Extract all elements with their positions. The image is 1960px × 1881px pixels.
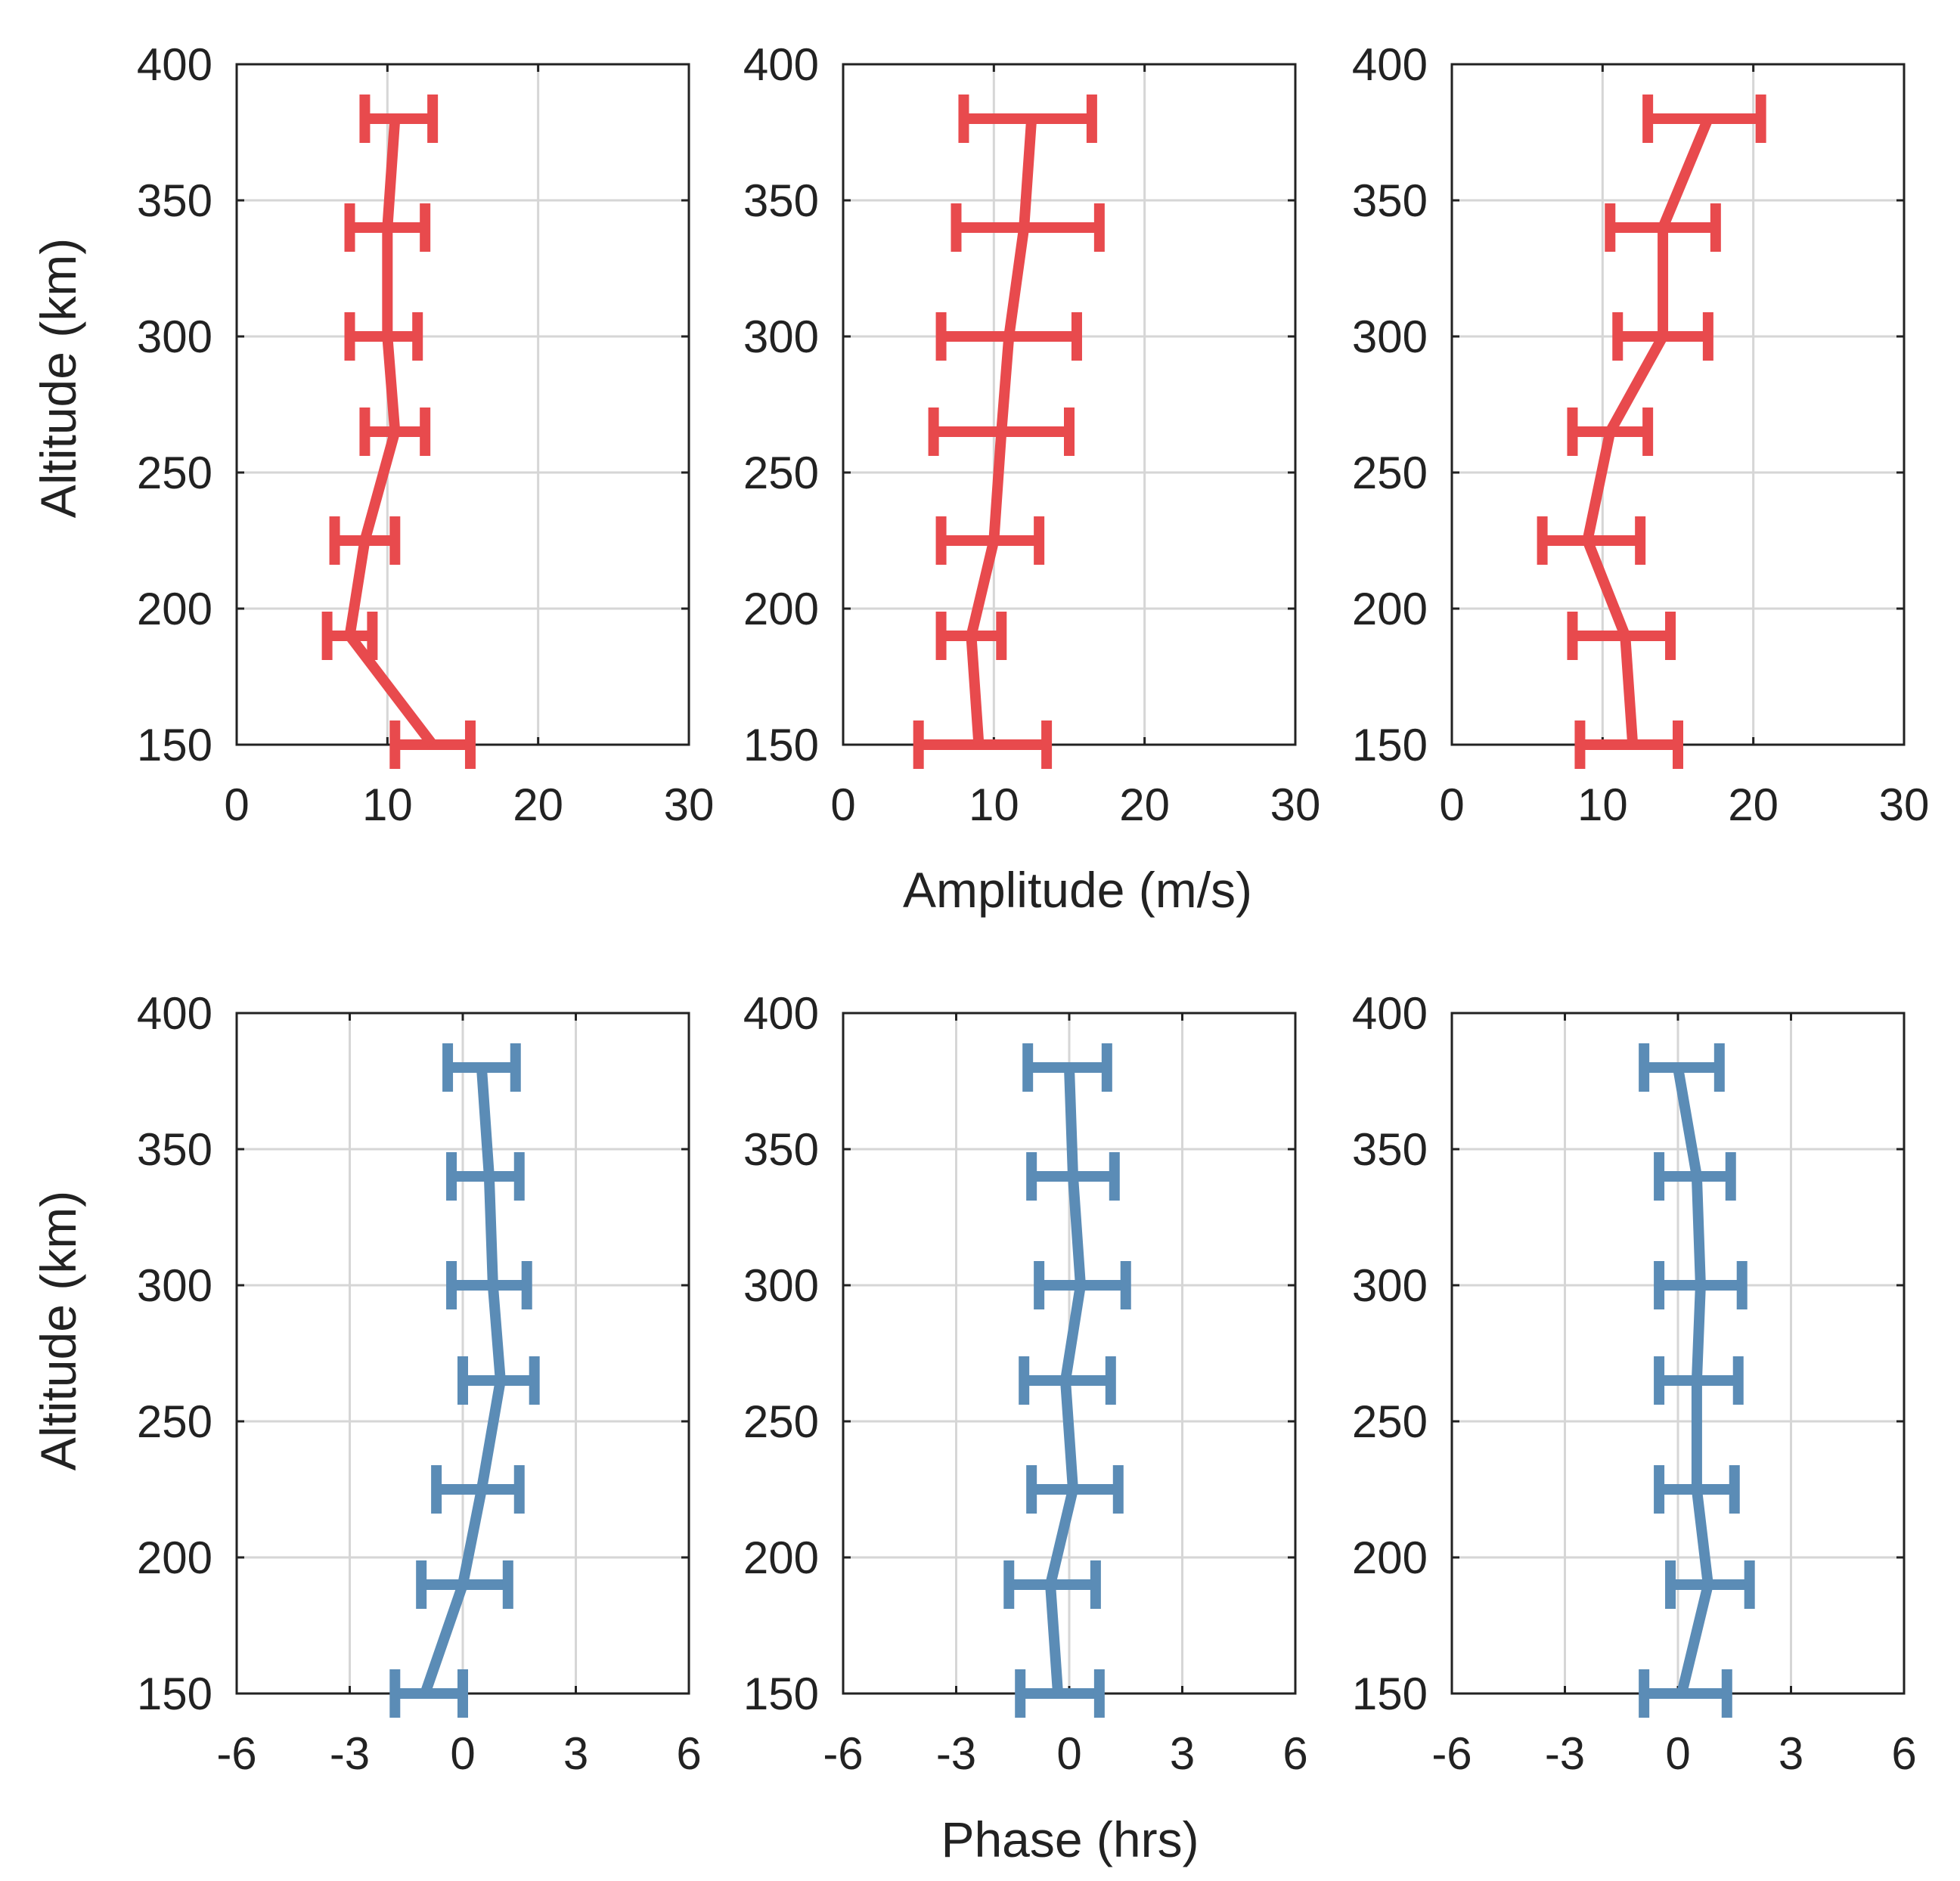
y-tick-label: 300 xyxy=(137,311,212,362)
error-bar xyxy=(442,1043,521,1092)
x-tick-label: 0 xyxy=(450,1728,475,1779)
x-tick-label: -3 xyxy=(936,1728,976,1779)
y-tick-label: 150 xyxy=(743,720,819,770)
y-tick-label: 300 xyxy=(137,1260,212,1311)
x-tick-label: -3 xyxy=(1545,1728,1585,1779)
y-tick-label: 200 xyxy=(1352,584,1428,634)
panel-amplitude-middle: 0 10 20 30 150 200 250 300 350 400 xyxy=(743,39,1320,830)
axes-frame xyxy=(842,63,1297,746)
x-tick-label: 10 xyxy=(969,779,1019,830)
x-tick-label: 0 xyxy=(1665,1728,1690,1779)
y-tick-label: 250 xyxy=(1352,448,1428,498)
profile-line xyxy=(1045,1067,1086,1694)
y-axis-title-top: Altitude (km) xyxy=(30,238,86,518)
y-axis-title-bottom: Altitude (km) xyxy=(30,1191,86,1470)
profile-line xyxy=(344,118,437,748)
y-tick-label: 300 xyxy=(743,311,819,362)
y-tick-label: 150 xyxy=(743,1669,819,1719)
error-bar xyxy=(913,720,1053,769)
panel-phase-right: -6 -3 0 3 6 150 200 250 300 350 400 xyxy=(1352,988,1917,1779)
y-tick-label: 200 xyxy=(1352,1532,1428,1583)
error-bar xyxy=(359,95,439,143)
y-tick-label: 150 xyxy=(137,720,212,770)
y-tick-label: 150 xyxy=(1352,720,1428,770)
x-tick-label: 3 xyxy=(563,1728,588,1779)
panel-amplitude-left: 0 10 20 30 150 200 250 300 350 400 xyxy=(137,39,714,830)
y-tick-label: 400 xyxy=(743,39,819,90)
x-axis-title-amplitude: Amplitude (m/s) xyxy=(903,862,1252,918)
x-tick-label: -6 xyxy=(823,1728,863,1779)
y-tick-label: 350 xyxy=(1352,175,1428,226)
y-tick-label: 250 xyxy=(137,1396,212,1447)
y-tick-label: 250 xyxy=(743,448,819,498)
y-tick-label: 400 xyxy=(137,39,212,90)
y-tick-label: 350 xyxy=(1352,1124,1428,1175)
profile-line xyxy=(1673,1066,1713,1695)
x-tick-label: 6 xyxy=(1282,1728,1307,1779)
profile-line xyxy=(420,1067,506,1696)
x-tick-label: 0 xyxy=(1056,1728,1081,1779)
y-tick-label: 150 xyxy=(1352,1669,1428,1719)
x-tick-label: 6 xyxy=(676,1728,701,1779)
x-tick-label: -3 xyxy=(330,1728,370,1779)
panel-phase-left: -6 -3 0 3 6 150 200 250 300 350 400 xyxy=(137,988,702,1779)
y-tick-label: 300 xyxy=(1352,311,1428,362)
panel-phase-middle: -6 -3 0 3 6 150 200 250 300 350 400 xyxy=(743,988,1308,1779)
x-tick-label: 30 xyxy=(1270,779,1321,830)
x-tick-label: 6 xyxy=(1891,1728,1916,1779)
x-tick-label: 3 xyxy=(1779,1728,1803,1779)
x-tick-label: -6 xyxy=(216,1728,256,1779)
y-tick-label: 400 xyxy=(1352,39,1428,90)
panel-amplitude-right: 0 10 20 30 150 200 250 300 350 400 xyxy=(1352,39,1929,830)
x-tick-label: 0 xyxy=(224,779,249,830)
y-tick-label: 300 xyxy=(1352,1260,1428,1311)
y-tick-label: 200 xyxy=(137,1532,212,1583)
y-tick-label: 400 xyxy=(137,988,212,1039)
y-tick-label: 250 xyxy=(743,1396,819,1447)
y-tick-label: 350 xyxy=(137,175,212,226)
y-tick-label: 350 xyxy=(137,1124,212,1175)
y-tick-label: 350 xyxy=(743,175,819,226)
x-tick-label: 20 xyxy=(1728,779,1779,830)
x-tick-label: 10 xyxy=(362,779,413,830)
x-tick-label: 3 xyxy=(1170,1728,1195,1779)
y-tick-label: 250 xyxy=(1352,1396,1428,1447)
y-tick-label: 150 xyxy=(137,1669,212,1719)
x-tick-label: 20 xyxy=(1119,779,1170,830)
x-tick-label: 20 xyxy=(513,779,563,830)
error-bar xyxy=(1022,1043,1112,1092)
y-tick-label: 350 xyxy=(743,1124,819,1175)
y-tick-label: 200 xyxy=(743,1532,819,1583)
y-tick-label: 400 xyxy=(1352,988,1428,1039)
x-tick-label: 30 xyxy=(1879,779,1930,830)
error-bar xyxy=(1015,1669,1105,1718)
x-tick-label: 30 xyxy=(664,779,715,830)
y-tick-label: 400 xyxy=(743,988,819,1039)
x-tick-label: 0 xyxy=(830,779,855,830)
x-axis-title-phase: Phase (hrs) xyxy=(941,1811,1199,1867)
x-tick-label: 0 xyxy=(1439,779,1464,830)
profile-line xyxy=(966,118,1037,745)
y-tick-label: 200 xyxy=(743,584,819,634)
x-tick-label: 10 xyxy=(1577,779,1628,830)
profile-line xyxy=(1582,116,1713,745)
y-tick-label: 200 xyxy=(137,584,212,634)
x-tick-label: -6 xyxy=(1431,1728,1472,1779)
y-tick-label: 300 xyxy=(743,1260,819,1311)
y-tick-label: 250 xyxy=(137,448,212,498)
